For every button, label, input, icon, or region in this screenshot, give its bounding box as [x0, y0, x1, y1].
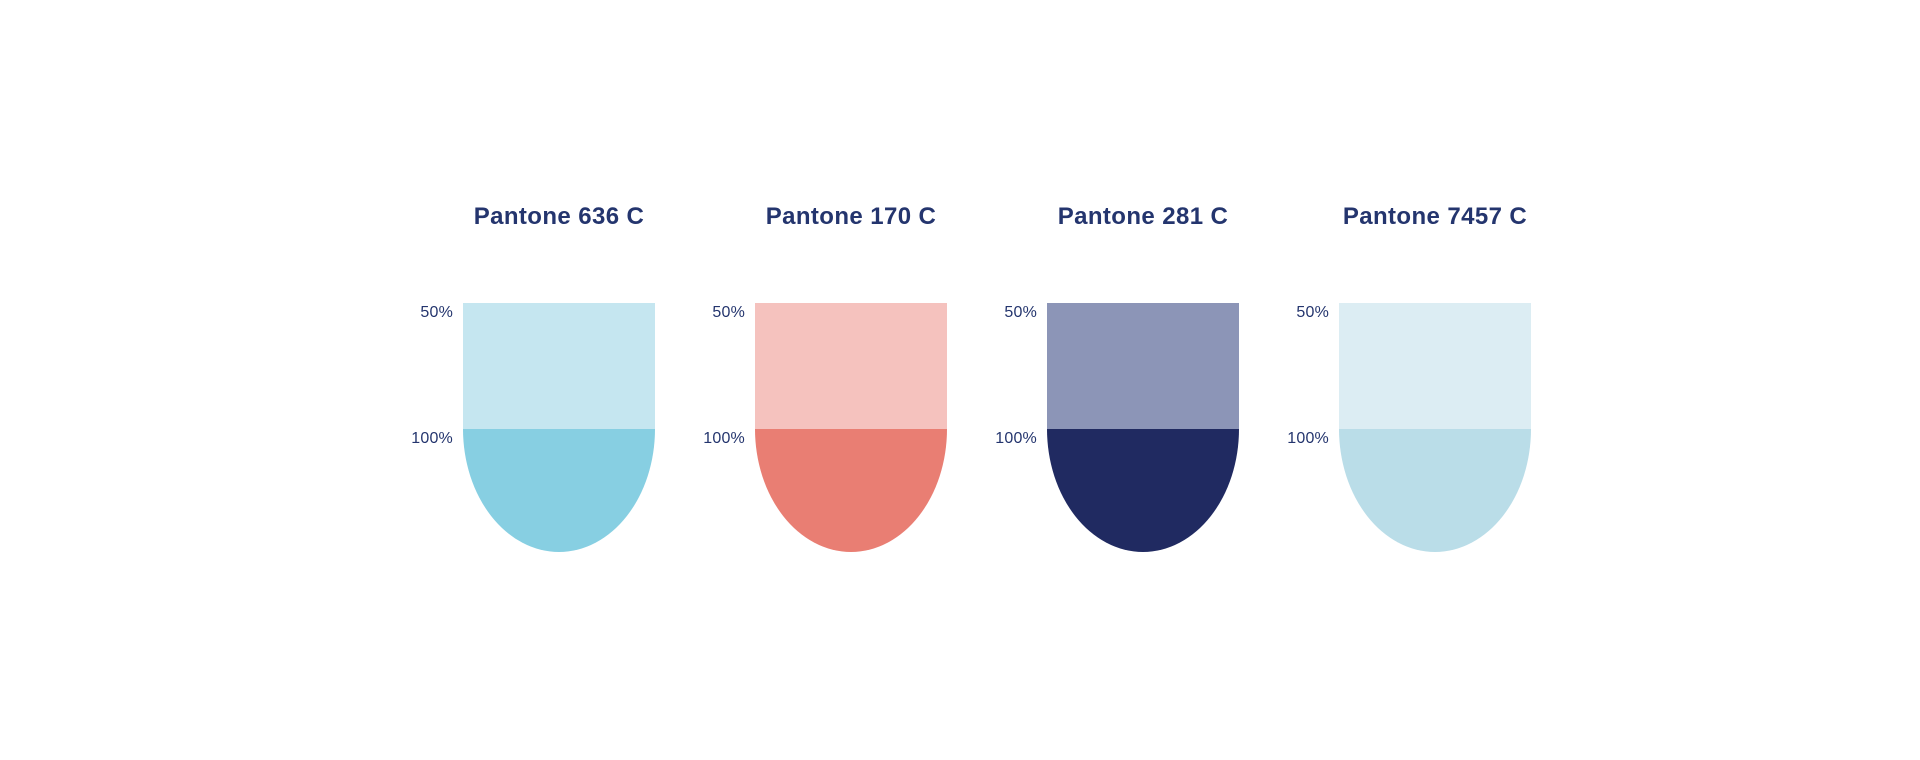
swatch-100-color-block	[1047, 429, 1239, 552]
swatch-100-color-block	[755, 429, 947, 552]
tint-50-label: 50%	[1296, 304, 1329, 321]
swatch-row: Pantone 636 C 50% 100% Pantone 170 C 50%…	[411, 203, 1531, 552]
swatch-100-color-block	[463, 429, 655, 552]
swatch-title: Pantone 170 C	[765, 203, 937, 230]
swatch-title: Pantone 636 C	[473, 203, 645, 230]
swatch-50-tint-block	[1047, 303, 1239, 429]
swatch-50-tint-block	[755, 303, 947, 429]
swatch-100-color-block	[1339, 429, 1531, 552]
tint-50-label: 50%	[1004, 304, 1037, 321]
swatch-unit-pantone-7457: Pantone 7457 C 50% 100%	[1287, 203, 1531, 552]
tint-100-label: 100%	[411, 430, 453, 447]
swatch-shape	[755, 303, 947, 552]
tint-100-label: 100%	[1287, 430, 1329, 447]
swatch-unit-pantone-170: Pantone 170 C 50% 100%	[703, 203, 947, 552]
swatch-unit-pantone-281: Pantone 281 C 50% 100%	[995, 203, 1239, 552]
tint-50-label: 50%	[420, 304, 453, 321]
swatch-title: Pantone 7457 C	[1342, 203, 1528, 230]
swatch-shape	[463, 303, 655, 552]
tint-100-label: 100%	[703, 430, 745, 447]
swatch-shape	[1339, 303, 1531, 552]
swatch-50-tint-block	[463, 303, 655, 429]
swatch-shape	[1047, 303, 1239, 552]
tint-100-label: 100%	[995, 430, 1037, 447]
swatch-title: Pantone 281 C	[1057, 203, 1229, 230]
tint-50-label: 50%	[712, 304, 745, 321]
swatch-50-tint-block	[1339, 303, 1531, 429]
swatch-unit-pantone-636: Pantone 636 C 50% 100%	[411, 203, 655, 552]
